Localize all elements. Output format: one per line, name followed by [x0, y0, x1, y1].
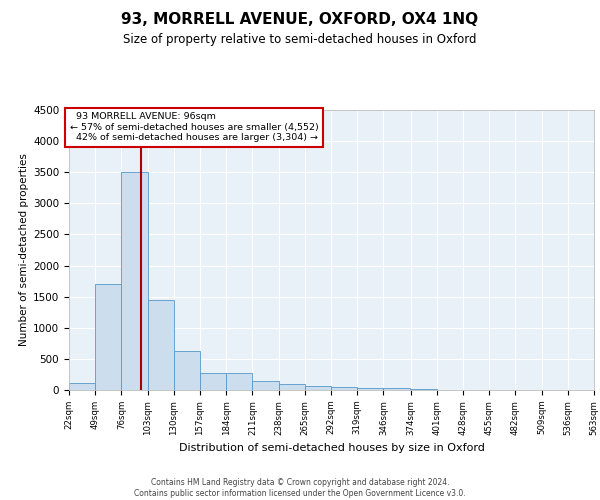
Text: 93, MORRELL AVENUE, OXFORD, OX4 1NQ: 93, MORRELL AVENUE, OXFORD, OX4 1NQ	[121, 12, 479, 28]
Y-axis label: Number of semi-detached properties: Number of semi-detached properties	[19, 154, 29, 346]
Bar	[305, 386, 331, 390]
Bar	[278, 384, 305, 390]
Bar	[331, 387, 357, 390]
Bar	[357, 388, 383, 390]
Bar	[200, 373, 226, 390]
Bar	[226, 373, 253, 390]
Bar	[95, 284, 121, 390]
Text: Contains HM Land Registry data © Crown copyright and database right 2024.
Contai: Contains HM Land Registry data © Crown c…	[134, 478, 466, 498]
Bar	[253, 380, 278, 390]
Bar	[174, 352, 200, 390]
Bar	[148, 300, 174, 390]
Text: 93 MORRELL AVENUE: 96sqm
← 57% of semi-detached houses are smaller (4,552)
  42%: 93 MORRELL AVENUE: 96sqm ← 57% of semi-d…	[70, 112, 319, 142]
Bar	[69, 383, 95, 390]
X-axis label: Distribution of semi-detached houses by size in Oxford: Distribution of semi-detached houses by …	[179, 443, 484, 453]
Bar	[121, 172, 148, 390]
Text: Size of property relative to semi-detached houses in Oxford: Size of property relative to semi-detach…	[123, 32, 477, 46]
Bar	[383, 388, 410, 390]
